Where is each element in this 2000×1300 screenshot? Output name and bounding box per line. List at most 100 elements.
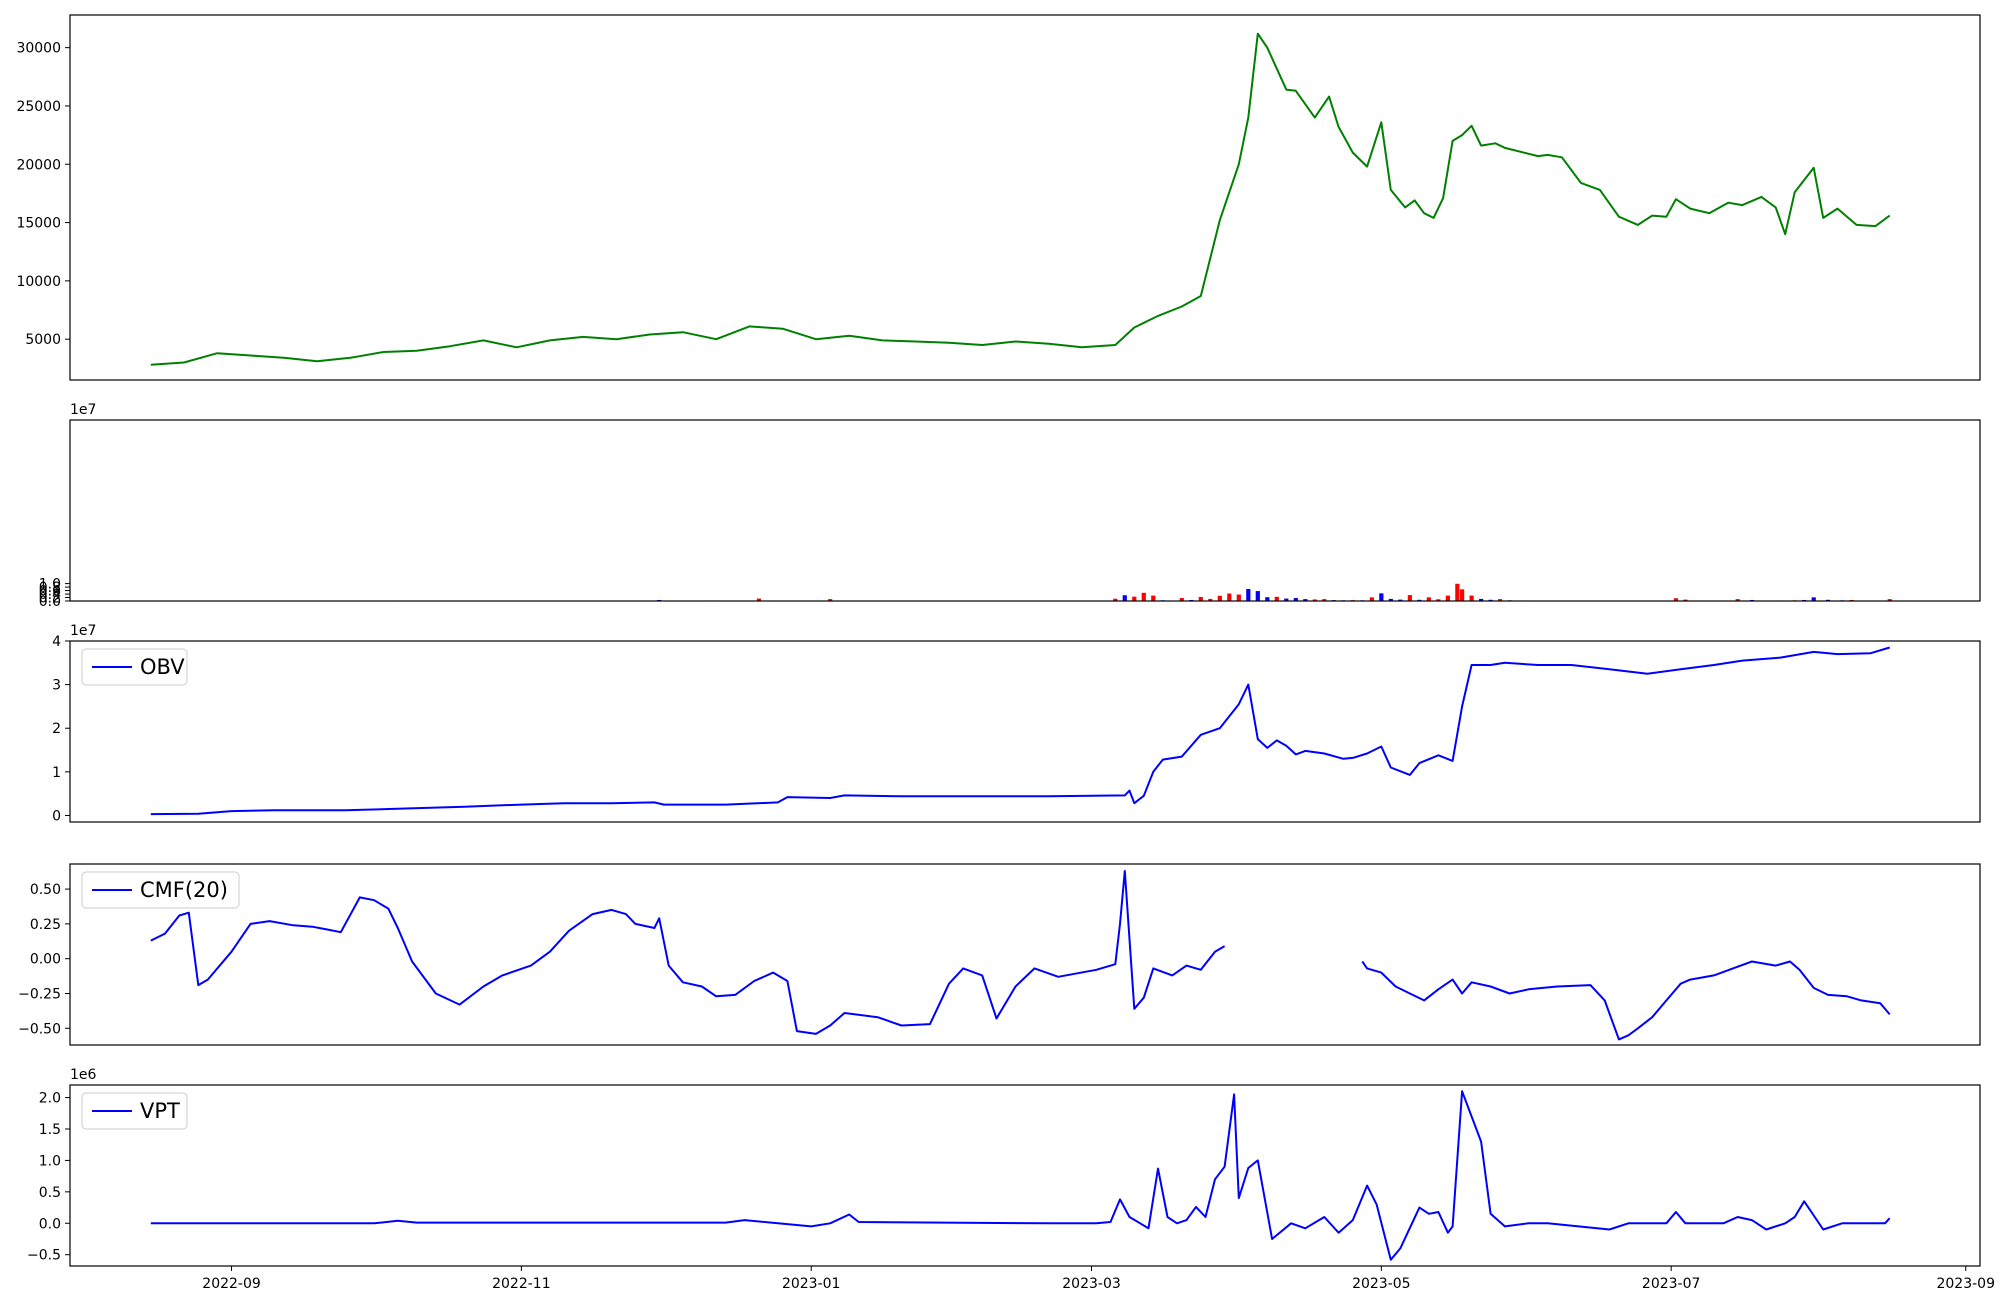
volume-bar — [1113, 598, 1118, 601]
volume-bar — [1303, 599, 1308, 601]
obv-legend-label: OBV — [140, 655, 185, 679]
price-panel: 5000 10000 15000 20000 25000 30000 — [16, 14, 1981, 381]
volume-bar — [1887, 599, 1892, 601]
cmf-ytick-label: 0.00 — [30, 952, 61, 968]
cmf-legend: CMF(20) — [81, 871, 240, 909]
cmf-series-line — [1361, 960, 1891, 1041]
vpt-series-line — [150, 1090, 1891, 1261]
x-tick-label: 2022-09 — [202, 1276, 261, 1292]
cmf-axes-frame — [69, 863, 1981, 1046]
date-x-ticks: 2022-09 2022-11 2023-01 2023-03 2023-05 2023-… — [202, 1266, 1995, 1292]
x-tick-label: 2023-03 — [1062, 1276, 1121, 1292]
obv-ytick-label: 3 — [52, 678, 61, 694]
volume-bar — [1208, 598, 1213, 601]
volume-bar — [1369, 597, 1374, 601]
vpt-legend-label: VPT — [140, 1099, 180, 1123]
cmf-ytick-label: 0.50 — [30, 882, 61, 898]
volume-bar — [1255, 591, 1260, 601]
cmf-ytick-label: −0.25 — [18, 986, 61, 1002]
price-y-ticks: 5000 10000 15000 20000 25000 30000 — [16, 41, 70, 348]
volume-bar — [1673, 598, 1679, 601]
volume-panel: 1e7 0.00.20.40.60.81.0 — [39, 402, 1981, 610]
volume-bar — [1488, 599, 1493, 601]
price-plot — [150, 32, 1891, 366]
volume-bar — [1265, 597, 1270, 601]
volume-bar — [1735, 599, 1740, 601]
volume-bar — [1436, 599, 1441, 601]
volume-bar — [1455, 583, 1460, 601]
volume-bar — [1179, 598, 1184, 601]
volume-bar — [1312, 599, 1317, 601]
vpt-ytick-label: −0.5 — [27, 1248, 61, 1264]
vpt-offset-label: 1e6 — [70, 1067, 97, 1083]
x-tick-label: 2023-07 — [1642, 1276, 1701, 1292]
volume-bar — [828, 599, 833, 601]
volume-bar — [1132, 596, 1137, 601]
price-ytick-label: 20000 — [16, 157, 61, 173]
x-tick-label: 2023-01 — [782, 1276, 841, 1292]
volume-bar — [1460, 589, 1465, 601]
volume-bar — [1198, 596, 1203, 601]
vpt-panel: 1e6 −0.50.00.51.01.52.0 VPT 2022-09 2022-… — [27, 1067, 1995, 1292]
vpt-legend-box — [81, 1092, 188, 1130]
price-ytick-label: 25000 — [16, 99, 61, 115]
obv-legend: OBV — [81, 648, 188, 686]
price-ytick-label: 5000 — [25, 332, 61, 348]
volume-bar — [1445, 595, 1450, 601]
price-series-line — [150, 32, 1891, 366]
vpt-ytick-label: 1.0 — [39, 1153, 61, 1169]
obv-series-line — [150, 646, 1890, 816]
cmf-legend-label: CMF(20) — [140, 878, 228, 902]
cmf-y-ticks: −0.50 −0.25 0.00 0.25 0.50 — [18, 882, 70, 1037]
volume-offset-label: 1e7 — [70, 402, 96, 418]
obv-ytick-label: 0 — [52, 808, 61, 824]
obv-panel: 1e7 0 1 2 3 4 OBV — [52, 623, 1981, 824]
x-tick-label: 2023-09 — [1936, 1276, 1995, 1292]
volume-bar — [1683, 599, 1688, 601]
volume-bar — [1426, 597, 1431, 601]
volume-bar — [1246, 588, 1251, 601]
obv-plot — [150, 646, 1890, 816]
cmf-series-line — [150, 870, 1226, 1035]
x-tick-label: 2023-05 — [1352, 1276, 1411, 1292]
cmf-plot — [150, 870, 1891, 1041]
vpt-ytick-label: 1.5 — [39, 1122, 61, 1138]
volume-ytick-label: 0.6 — [39, 584, 61, 600]
volume-bars — [191, 583, 1892, 602]
cmf-ytick-label: −0.50 — [18, 1021, 61, 1037]
vpt-ytick-label: 0.5 — [39, 1185, 61, 1201]
volume-bar — [1284, 598, 1289, 601]
volume-axes-frame — [69, 419, 1981, 602]
volume-ytick-label: 0.2 — [39, 591, 61, 607]
price-ytick-label: 10000 — [16, 274, 61, 290]
volume-bar — [1417, 599, 1422, 601]
volume-bar — [756, 598, 762, 601]
price-ytick-label: 30000 — [16, 41, 61, 57]
obv-axes-frame — [69, 640, 1981, 823]
vpt-ytick-label: 0.0 — [39, 1216, 61, 1232]
vpt-plot — [150, 1090, 1891, 1261]
volume-bar — [1498, 599, 1503, 601]
volume-bar — [1811, 597, 1816, 601]
volume-bar — [1227, 593, 1232, 601]
price-axes-frame — [69, 14, 1981, 381]
obv-y-ticks: 0 1 2 3 4 — [52, 634, 70, 824]
volume-bar — [1236, 594, 1241, 601]
obv-ytick-label: 2 — [52, 721, 61, 737]
volume-bar — [1274, 596, 1279, 601]
cmf-legend-box — [81, 871, 240, 909]
vpt-axes-frame — [69, 1084, 1981, 1267]
volume-bar — [1217, 595, 1222, 601]
volume-ytick-label: 0.4 — [39, 587, 61, 603]
obv-ytick-label: 4 — [52, 634, 61, 650]
volume-bar — [1469, 595, 1474, 601]
volume-bar — [1379, 593, 1384, 601]
volume-ytick-label: 0.8 — [39, 580, 61, 596]
obv-legend-box — [81, 648, 188, 686]
volume-bar — [1388, 598, 1393, 601]
x-tick-label: 2022-11 — [492, 1276, 551, 1292]
cmf-ytick-label: 0.25 — [30, 917, 61, 933]
cmf-panel: −0.50 −0.25 0.00 0.25 0.50 CMF(20) — [18, 863, 1981, 1046]
volume-ytick-label: 0.0 — [39, 594, 61, 610]
